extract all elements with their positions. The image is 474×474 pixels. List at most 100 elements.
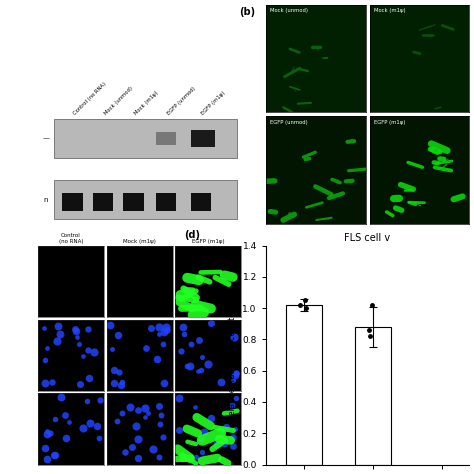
Point	[41, 444, 49, 452]
Point	[208, 319, 215, 327]
Text: n: n	[44, 197, 48, 202]
Point	[76, 340, 83, 348]
Point	[65, 419, 73, 426]
Point	[84, 346, 91, 354]
Point	[147, 324, 155, 331]
Point	[183, 363, 191, 370]
Point	[207, 414, 215, 421]
Text: EGFP (unmod): EGFP (unmod)	[270, 119, 308, 125]
Point	[114, 331, 122, 339]
Point	[41, 356, 49, 364]
Point	[52, 415, 59, 423]
Point	[118, 409, 126, 417]
Y-axis label: relative fluorescence intensity: relative fluorescence intensity	[228, 291, 237, 419]
Text: Mock (unmod): Mock (unmod)	[270, 8, 308, 13]
Point	[46, 429, 54, 437]
Point	[218, 427, 226, 435]
Title: Control
(no RNA): Control (no RNA)	[59, 233, 83, 244]
Bar	[63, 193, 82, 210]
Point	[232, 369, 239, 377]
Point	[155, 330, 163, 338]
Point	[198, 448, 206, 456]
Point	[41, 379, 49, 387]
Point	[155, 323, 163, 331]
Point	[95, 434, 103, 442]
Bar	[191, 193, 211, 210]
Point	[74, 333, 82, 341]
Bar	[156, 132, 176, 145]
Point	[217, 425, 224, 433]
Point	[187, 340, 195, 347]
Point	[175, 394, 183, 401]
Point	[141, 404, 149, 412]
Point	[56, 330, 64, 338]
Point	[48, 379, 56, 386]
Point	[177, 347, 185, 355]
Point	[121, 449, 129, 456]
Point	[163, 327, 171, 334]
Bar	[156, 193, 176, 210]
Point	[109, 345, 116, 353]
Point	[145, 409, 152, 416]
Point	[50, 451, 58, 459]
Point	[160, 328, 168, 336]
Title: FLS cell v: FLS cell v	[345, 233, 391, 244]
Bar	[54, 118, 237, 158]
Text: Mock (m1ψ): Mock (m1ψ)	[134, 91, 159, 117]
Point	[40, 325, 47, 332]
Bar	[191, 129, 215, 147]
Point	[71, 326, 79, 333]
Point	[62, 435, 70, 442]
Point	[229, 376, 237, 383]
Point	[197, 436, 205, 443]
Point	[160, 379, 168, 387]
Point	[83, 397, 91, 404]
Text: Mock (unmod): Mock (unmod)	[103, 86, 134, 117]
Point	[229, 443, 237, 450]
Point	[57, 394, 65, 401]
Point	[107, 321, 114, 329]
Point	[79, 424, 87, 432]
Point	[84, 326, 92, 333]
Point	[128, 443, 136, 450]
Text: Control (no RNA): Control (no RNA)	[73, 82, 107, 117]
Point	[132, 422, 140, 430]
Point	[204, 360, 212, 368]
Point	[197, 366, 204, 374]
Point	[232, 395, 240, 402]
Title: Mock (m1ψ): Mock (m1ψ)	[123, 239, 156, 244]
Point	[135, 407, 142, 414]
Point	[217, 378, 225, 385]
Title: EGFP (m1ψ): EGFP (m1ψ)	[192, 239, 225, 244]
Point	[43, 344, 51, 351]
Point	[179, 323, 187, 330]
Point	[127, 403, 134, 410]
Point	[163, 323, 170, 331]
Point	[93, 422, 100, 429]
Point	[191, 403, 198, 411]
Text: (d): (d)	[184, 230, 201, 240]
Point	[97, 396, 104, 404]
Bar	[54, 180, 237, 219]
Bar	[286, 305, 322, 465]
Point	[157, 421, 164, 428]
Point	[181, 330, 188, 337]
Point	[76, 381, 83, 388]
Point	[149, 445, 156, 453]
Point	[86, 419, 94, 427]
Text: —: —	[43, 135, 50, 141]
Point	[72, 328, 80, 335]
Point	[201, 428, 208, 436]
Bar	[93, 193, 113, 210]
Text: EGFP (m1ψ): EGFP (m1ψ)	[201, 91, 227, 117]
Point	[213, 440, 221, 447]
Point	[220, 440, 228, 447]
Point	[53, 337, 61, 345]
Point	[61, 411, 68, 419]
Point	[118, 381, 125, 389]
Point	[90, 348, 98, 356]
Point	[135, 454, 142, 462]
Point	[155, 402, 163, 410]
Point	[142, 344, 150, 351]
Point	[110, 380, 118, 387]
